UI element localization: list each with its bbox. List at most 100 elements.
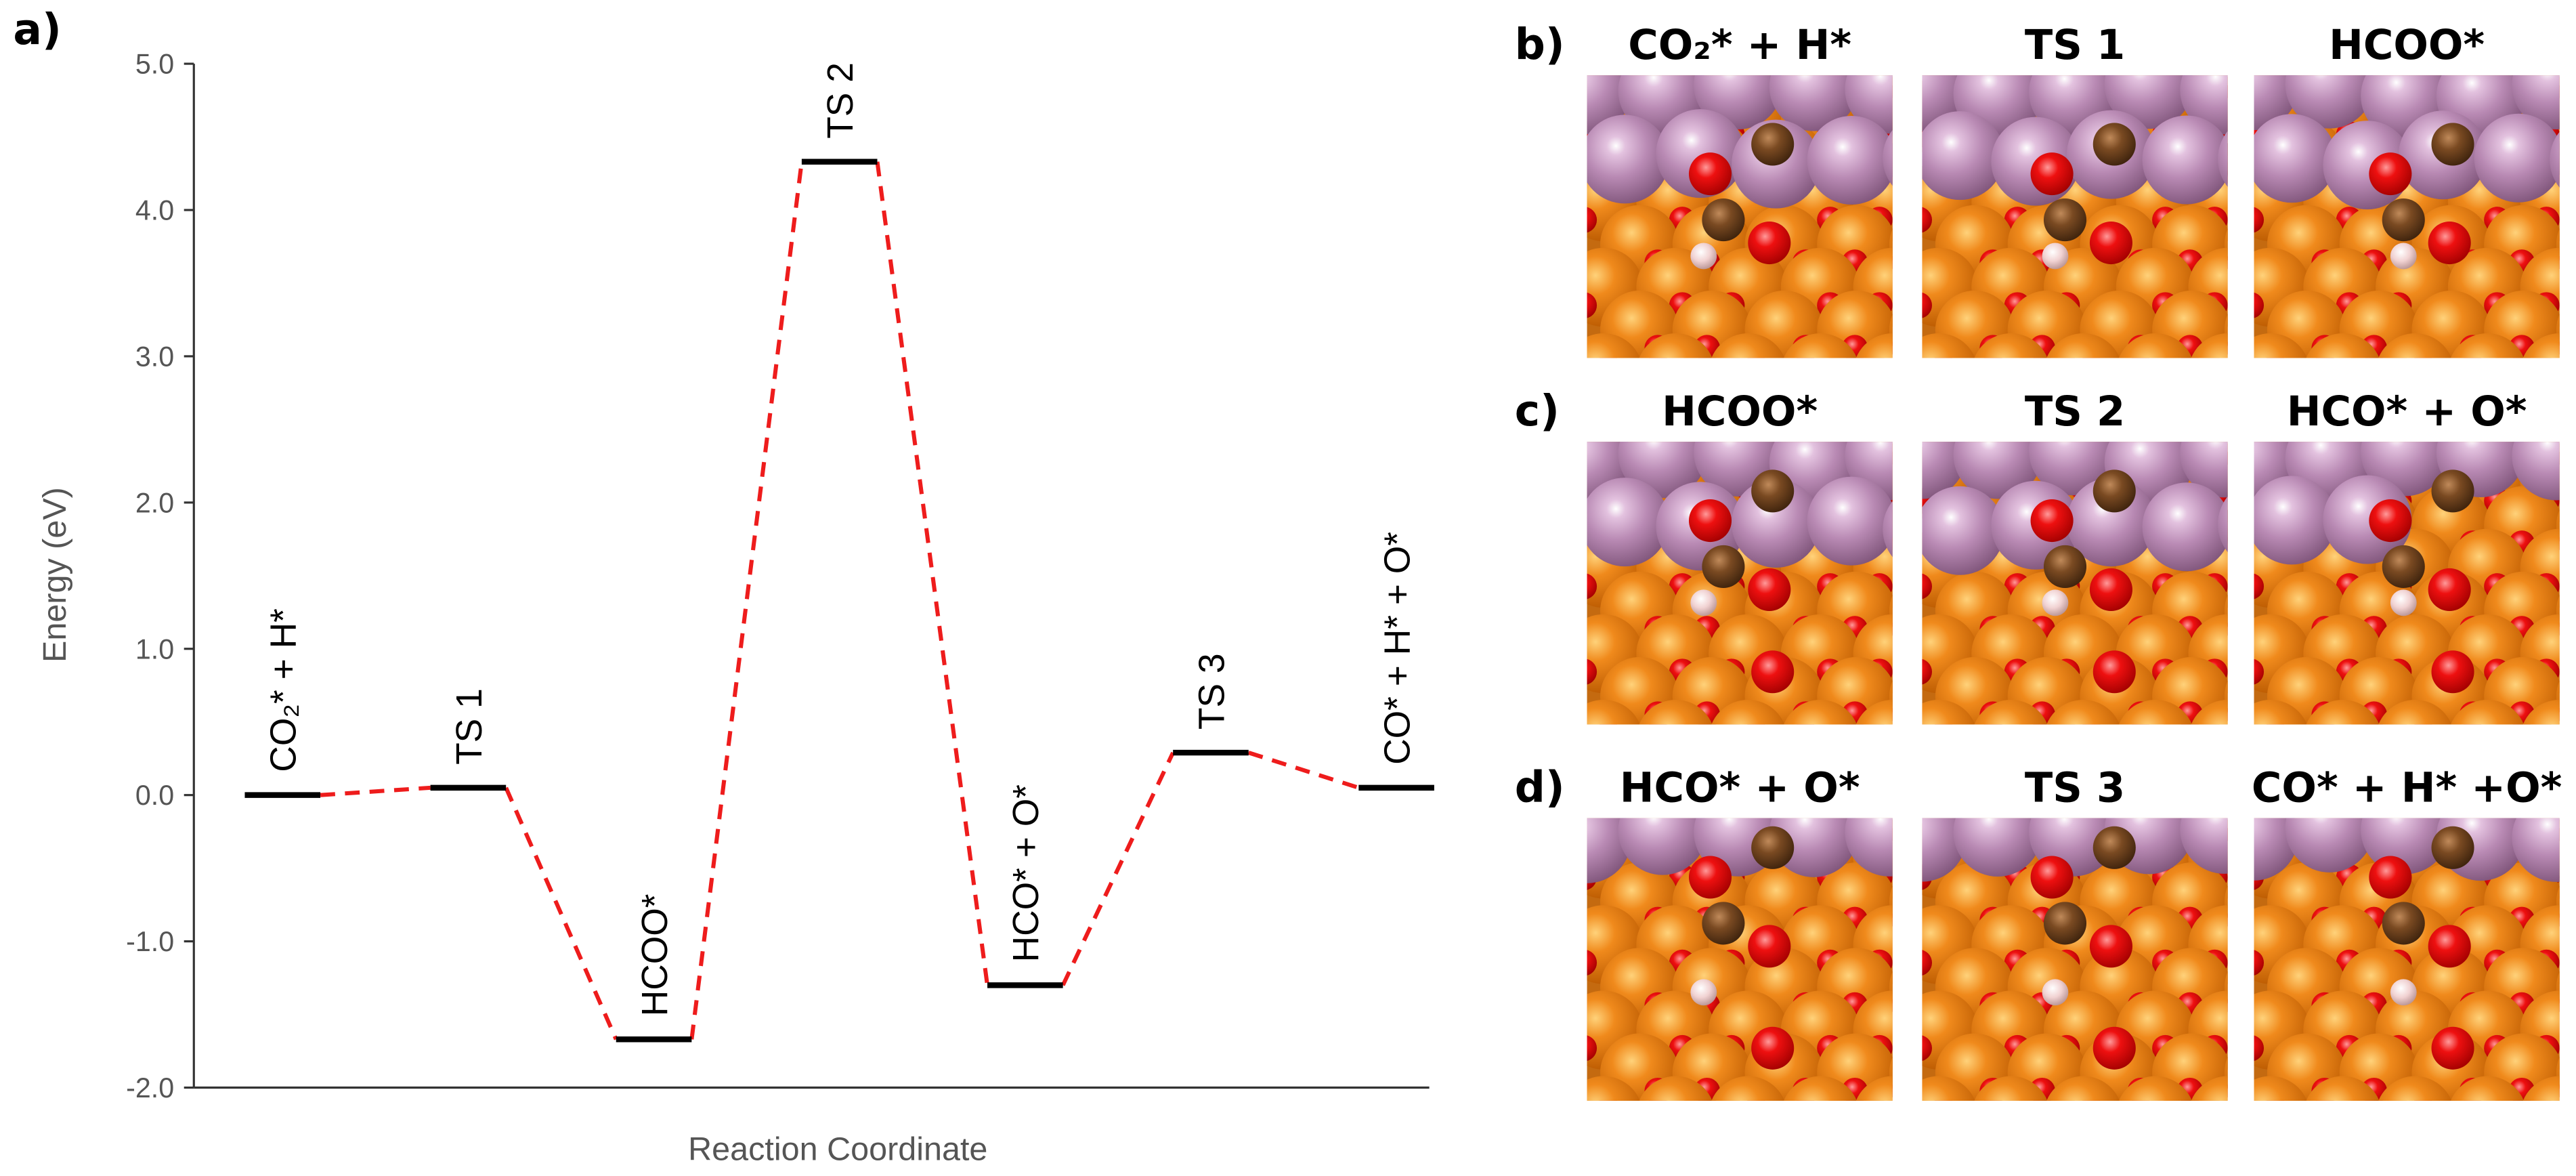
red-atom bbox=[1891, 913, 1893, 927]
c-atom bbox=[1702, 545, 1745, 588]
image-content bbox=[1922, 75, 2228, 358]
red-atom bbox=[2558, 85, 2560, 98]
red-atom bbox=[2558, 341, 2560, 355]
red-atom bbox=[1546, 701, 1572, 728]
red-atom bbox=[2254, 207, 2264, 233]
red-atom bbox=[1891, 623, 1893, 636]
mo-atom bbox=[1769, 818, 1858, 877]
fe-atom bbox=[2046, 1076, 2120, 1101]
o-atom bbox=[2089, 221, 2132, 265]
c-atom bbox=[2431, 826, 2474, 869]
y-tick-label: 2.0 bbox=[135, 487, 174, 518]
red-atom bbox=[2558, 1084, 2560, 1097]
red-atom bbox=[1922, 658, 1932, 685]
connector bbox=[320, 785, 431, 797]
h-atom bbox=[1690, 243, 1717, 270]
mo-atom bbox=[2512, 442, 2560, 501]
structure-image bbox=[1922, 818, 2228, 1101]
o-atom bbox=[1751, 1026, 1795, 1070]
o-atom bbox=[1748, 925, 1791, 968]
red-atom bbox=[1891, 341, 1893, 355]
y-tick-label: 4.0 bbox=[135, 195, 174, 226]
fe-atom bbox=[2378, 1076, 2452, 1101]
o-atom bbox=[1688, 152, 1732, 196]
fe-atom bbox=[2118, 333, 2192, 358]
red-atom bbox=[2254, 1035, 2264, 1062]
y-tick-label: -2.0 bbox=[126, 1072, 174, 1104]
o-atom bbox=[1748, 568, 1791, 611]
fe-atom bbox=[2451, 1076, 2524, 1101]
red-atom bbox=[1891, 537, 1893, 550]
structure-image bbox=[2254, 75, 2560, 358]
panel-title: CO* + H* +O* bbox=[2252, 764, 2562, 812]
panel-title: CO₂* + H* bbox=[1628, 22, 1851, 69]
c-atom bbox=[2043, 902, 2087, 945]
image-content bbox=[2254, 75, 2560, 358]
o-atom bbox=[2369, 856, 2412, 899]
y-tick-label: 5.0 bbox=[135, 49, 174, 80]
red-atom bbox=[2226, 256, 2228, 270]
structure-image bbox=[1546, 75, 1893, 361]
c-atom bbox=[1751, 469, 1795, 513]
fe-atom bbox=[2254, 1076, 2307, 1101]
red-atom bbox=[2558, 623, 2560, 636]
panel-title: TS 3 bbox=[2025, 764, 2125, 812]
structure-image bbox=[1546, 818, 1893, 1104]
mo-atom bbox=[2254, 114, 2336, 203]
red-atom bbox=[2558, 256, 2560, 270]
c-atom bbox=[2431, 123, 2474, 166]
red-atom bbox=[1546, 616, 1572, 642]
red-atom bbox=[2558, 171, 2560, 184]
fe-atom bbox=[1855, 333, 1893, 358]
mo-atom bbox=[2285, 75, 2374, 129]
fe-atom bbox=[1587, 1076, 1640, 1101]
structure-image bbox=[1922, 75, 2228, 358]
c-atom bbox=[2382, 545, 2425, 588]
red-atom bbox=[1546, 335, 1572, 361]
red-atom bbox=[1546, 1078, 1572, 1104]
fe-atom bbox=[1922, 699, 1975, 725]
image-content bbox=[1546, 442, 1893, 728]
mo-atom bbox=[2180, 818, 2228, 874]
mo-atom bbox=[2218, 496, 2228, 553]
fe-atom bbox=[1784, 333, 1857, 358]
fe-atom bbox=[2118, 1076, 2192, 1101]
mo-atom bbox=[2218, 131, 2228, 187]
mo-atom bbox=[1587, 478, 1669, 567]
red-atom bbox=[1546, 907, 1572, 933]
level-label: CO₂* + H* bbox=[264, 608, 304, 772]
red-atom bbox=[2226, 999, 2228, 1012]
mo-atom bbox=[1807, 476, 1893, 566]
o-atom bbox=[2030, 499, 2074, 543]
fe-atom bbox=[2523, 333, 2560, 358]
c-atom bbox=[1751, 826, 1795, 869]
red-atom bbox=[2226, 623, 2228, 636]
connector bbox=[1060, 751, 1175, 986]
fe-atom bbox=[1639, 1076, 1713, 1101]
fe-atom bbox=[2191, 333, 2228, 358]
y-tick-label: -1.0 bbox=[126, 926, 174, 957]
fe-atom bbox=[1784, 699, 1857, 725]
mo-atom bbox=[1587, 114, 1669, 204]
red-atom bbox=[1546, 530, 1572, 557]
red-atom bbox=[2226, 537, 2228, 550]
image-content bbox=[1922, 818, 2228, 1101]
level-label: TS 3 bbox=[1192, 653, 1232, 730]
o-atom bbox=[2431, 1026, 2474, 1070]
mo-atom bbox=[1845, 818, 1893, 877]
c-atom bbox=[2043, 545, 2087, 588]
image-content bbox=[1546, 75, 1893, 361]
red-atom bbox=[1546, 992, 1572, 1019]
panel-label: c) bbox=[1515, 385, 1560, 436]
o-atom bbox=[2428, 221, 2471, 265]
fe-atom bbox=[1587, 333, 1640, 358]
o-atom bbox=[2369, 499, 2412, 543]
o-atom bbox=[2369, 152, 2412, 196]
fe-atom bbox=[2523, 699, 2560, 725]
mo-atom bbox=[2512, 818, 2560, 882]
fe-atom bbox=[2046, 699, 2120, 725]
fe-atom bbox=[2254, 699, 2307, 725]
red-atom bbox=[1922, 950, 1932, 975]
red-atom bbox=[2254, 292, 2264, 318]
red-atom bbox=[1587, 1035, 1597, 1062]
